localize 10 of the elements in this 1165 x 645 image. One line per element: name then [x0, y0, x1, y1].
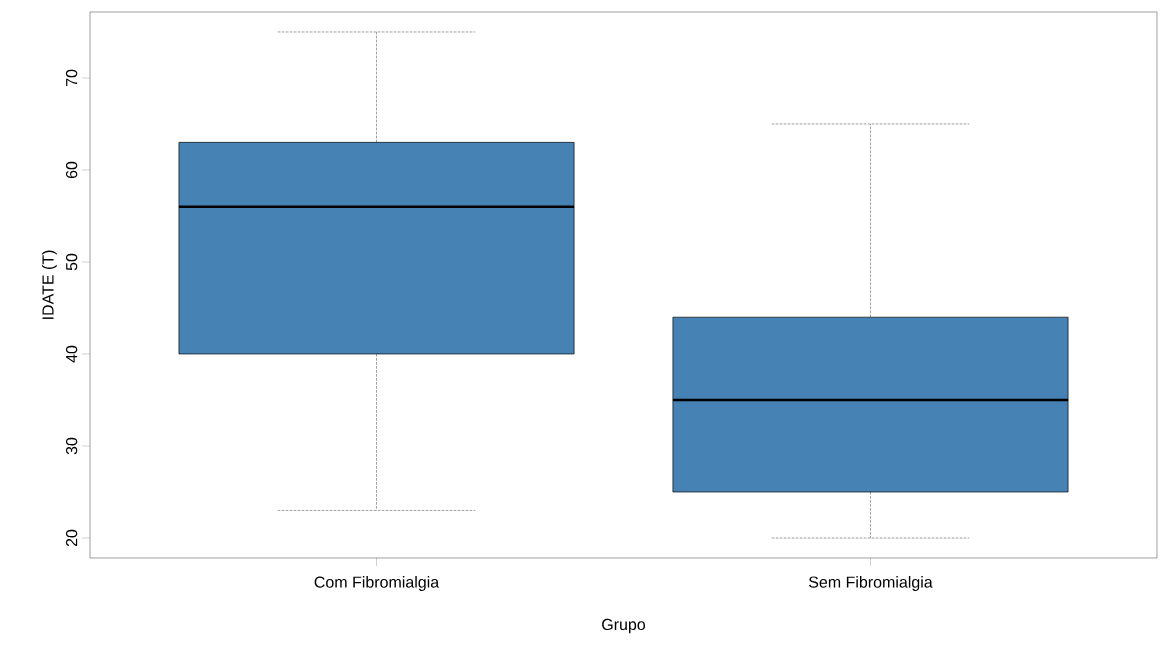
x-tick-label: Sem Fibromialgia: [808, 576, 933, 591]
x-tick-label: Com Fibromialgia: [314, 576, 440, 591]
x-axis-title: Grupo: [602, 618, 646, 634]
y-tick-label: 70: [65, 69, 78, 87]
y-tick-label: 60: [65, 161, 78, 179]
y-tick-label: 40: [65, 345, 78, 363]
y-tick-label: 20: [65, 529, 78, 547]
y-tick-label: 30: [65, 437, 78, 455]
y-tick-label: 50: [65, 253, 78, 271]
y-axis-title: IDATE (T): [41, 250, 57, 319]
